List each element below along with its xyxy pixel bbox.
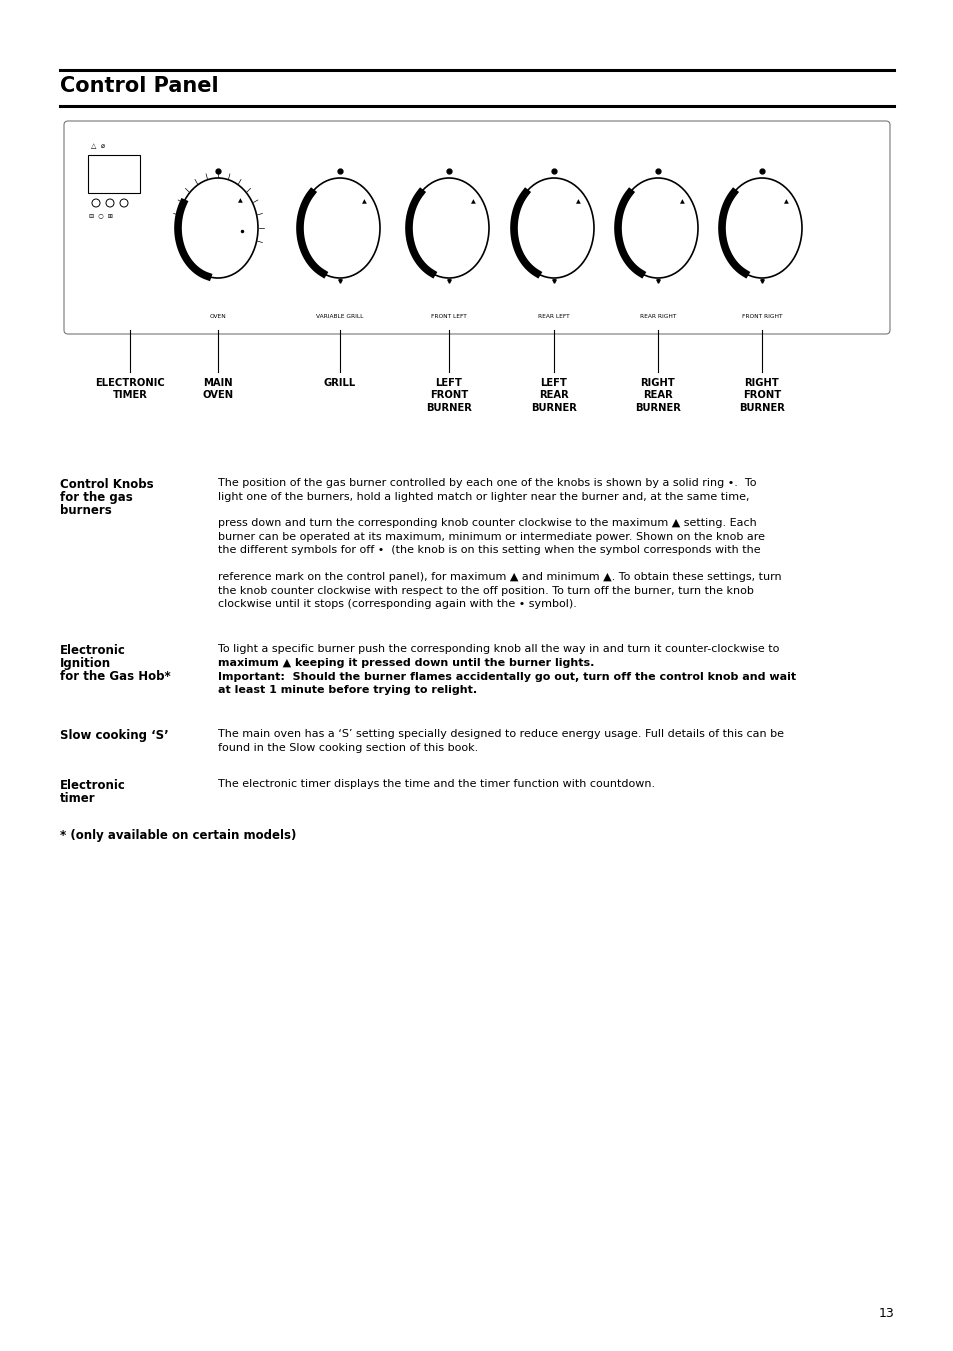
Ellipse shape [178, 178, 257, 278]
Text: OVEN: OVEN [210, 313, 226, 319]
Text: ▲: ▲ [783, 200, 788, 204]
Text: The main oven has a ‘S’ setting specially designed to reduce energy usage. Full : The main oven has a ‘S’ setting speciall… [218, 730, 783, 753]
Text: burners: burners [60, 504, 112, 517]
Text: Electronic: Electronic [60, 644, 126, 657]
Circle shape [91, 199, 100, 207]
Text: ▲: ▲ [679, 200, 684, 204]
Circle shape [120, 199, 128, 207]
Text: Electronic: Electronic [60, 780, 126, 792]
Text: FRONT RIGHT: FRONT RIGHT [741, 313, 781, 319]
Text: REAR LEFT: REAR LEFT [537, 313, 569, 319]
Text: To light a specific burner push the corresponding knob all the way in and turn i: To light a specific burner push the corr… [218, 644, 779, 654]
Text: timer: timer [60, 792, 95, 805]
Text: press down and turn the corresponding knob counter clockwise to the maximum ▲ se: press down and turn the corresponding kn… [218, 517, 764, 555]
Text: ▲: ▲ [471, 200, 476, 204]
Circle shape [106, 199, 113, 207]
Text: maximum ▲ keeping it pressed down until the burner lights.
Important:  Should th: maximum ▲ keeping it pressed down until … [218, 658, 796, 696]
Ellipse shape [514, 178, 594, 278]
Ellipse shape [299, 178, 379, 278]
Text: Ignition: Ignition [60, 657, 111, 670]
Text: The position of the gas burner controlled by each one of the knobs is shown by a: The position of the gas burner controlle… [218, 478, 756, 501]
Text: ▲: ▲ [576, 200, 580, 204]
Text: for the gas: for the gas [60, 490, 132, 504]
Text: * (only available on certain models): * (only available on certain models) [60, 830, 296, 842]
Ellipse shape [409, 178, 489, 278]
Text: RIGHT
REAR
BURNER: RIGHT REAR BURNER [635, 378, 680, 413]
Ellipse shape [618, 178, 698, 278]
Text: MAIN
OVEN: MAIN OVEN [202, 378, 233, 400]
Text: The electronic timer displays the time and the timer function with countdown.: The electronic timer displays the time a… [218, 780, 655, 789]
Text: for the Gas Hob*: for the Gas Hob* [60, 670, 171, 684]
Text: REAR RIGHT: REAR RIGHT [639, 313, 676, 319]
Text: ELECTRONIC
TIMER: ELECTRONIC TIMER [95, 378, 165, 400]
Text: Control Panel: Control Panel [60, 76, 218, 96]
FancyBboxPatch shape [64, 122, 889, 334]
Text: Slow cooking ‘S’: Slow cooking ‘S’ [60, 730, 169, 742]
Text: RIGHT
FRONT
BURNER: RIGHT FRONT BURNER [739, 378, 784, 413]
Text: GRILL: GRILL [323, 378, 355, 388]
Text: 13: 13 [878, 1306, 893, 1320]
Text: Control Knobs: Control Knobs [60, 478, 153, 490]
Text: ⊟  ○  ⊞: ⊟ ○ ⊞ [89, 213, 112, 218]
Text: reference mark on the control panel), for maximum ▲ and minimum ▲. To obtain the: reference mark on the control panel), fo… [218, 571, 781, 609]
Text: FRONT LEFT: FRONT LEFT [431, 313, 466, 319]
Text: LEFT
REAR
BURNER: LEFT REAR BURNER [531, 378, 577, 413]
Text: VARIABLE GRILL: VARIABLE GRILL [316, 313, 363, 319]
Text: LEFT
FRONT
BURNER: LEFT FRONT BURNER [426, 378, 472, 413]
Text: ▲: ▲ [237, 199, 242, 203]
Ellipse shape [721, 178, 801, 278]
Text: ▲: ▲ [362, 200, 367, 204]
Text: △  ⌀: △ ⌀ [91, 143, 105, 149]
Bar [88, 155, 140, 193]
